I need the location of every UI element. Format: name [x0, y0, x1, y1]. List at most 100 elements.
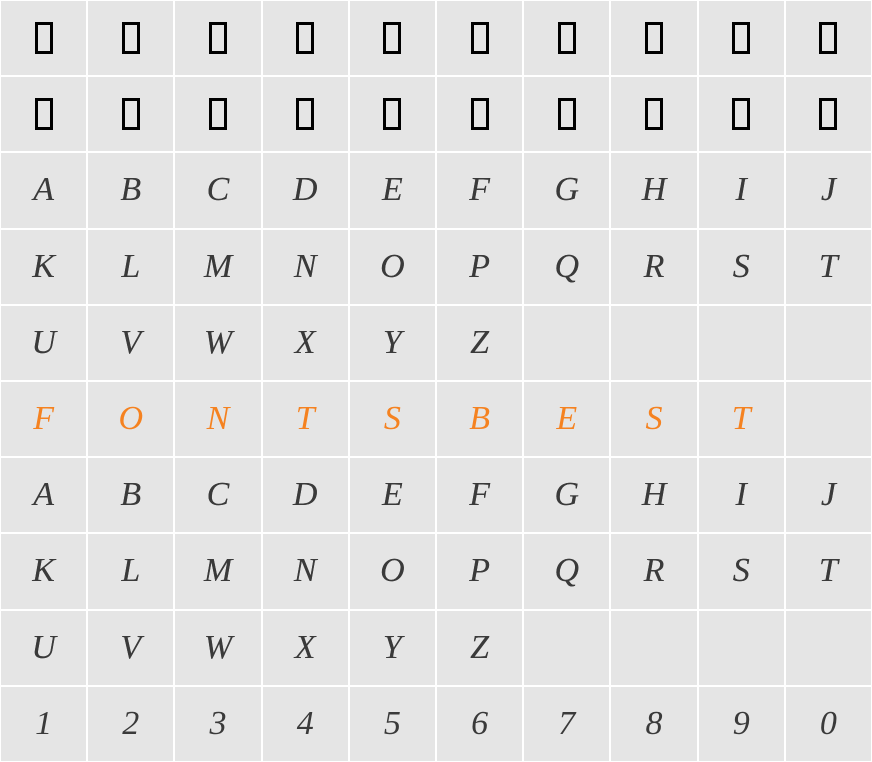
glyph-cell[interactable]: T — [698, 381, 785, 457]
glyph-cell[interactable]: 5 — [349, 686, 436, 762]
glyph-cell[interactable] — [0, 0, 87, 76]
glyph-cell[interactable] — [262, 76, 349, 152]
glyph-cell[interactable] — [610, 0, 697, 76]
glyph-label: B — [120, 173, 141, 207]
glyph-cell[interactable] — [698, 0, 785, 76]
glyph-cell[interactable] — [174, 0, 261, 76]
glyph-label: L — [121, 250, 140, 284]
glyph-cell[interactable] — [698, 76, 785, 152]
glyph-cell[interactable]: U — [0, 305, 87, 381]
glyph-cell[interactable] — [349, 0, 436, 76]
glyph-cell[interactable] — [0, 76, 87, 152]
glyph-cell[interactable]: J — [785, 457, 872, 533]
glyph-cell[interactable]: N — [262, 229, 349, 305]
glyph-cell[interactable]: O — [349, 533, 436, 609]
glyph-cell[interactable]: J — [785, 152, 872, 228]
glyph-cell[interactable]: X — [262, 610, 349, 686]
glyph-cell[interactable] — [436, 0, 523, 76]
glyph-cell[interactable] — [523, 76, 610, 152]
glyph-cell[interactable]: G — [523, 457, 610, 533]
glyph-cell[interactable]: H — [610, 152, 697, 228]
glyph-cell[interactable]: I — [698, 457, 785, 533]
glyph-cell[interactable] — [349, 76, 436, 152]
glyph-cell[interactable]: E — [523, 381, 610, 457]
glyph-cell[interactable]: S — [698, 229, 785, 305]
glyph-cell[interactable]: F — [436, 457, 523, 533]
glyph-label: 8 — [645, 707, 662, 741]
glyph-cell[interactable]: D — [262, 152, 349, 228]
glyph-cell[interactable]: N — [262, 533, 349, 609]
glyph-cell[interactable]: B — [436, 381, 523, 457]
glyph-cell[interactable]: 7 — [523, 686, 610, 762]
glyph-cell[interactable]: V — [87, 305, 174, 381]
glyph-cell[interactable]: B — [87, 457, 174, 533]
glyph-cell[interactable]: Z — [436, 610, 523, 686]
glyph-cell[interactable]: D — [262, 457, 349, 533]
glyph-cell[interactable]: A — [0, 152, 87, 228]
glyph-cell[interactable]: U — [0, 610, 87, 686]
glyph-cell[interactable]: X — [262, 305, 349, 381]
glyph-cell[interactable] — [262, 0, 349, 76]
glyph-cell[interactable]: K — [0, 533, 87, 609]
glyph-cell[interactable]: R — [610, 533, 697, 609]
glyph-cell[interactable] — [87, 0, 174, 76]
glyph-cell[interactable] — [523, 0, 610, 76]
glyph-cell[interactable]: 4 — [262, 686, 349, 762]
glyph-cell[interactable]: R — [610, 229, 697, 305]
glyph-cell[interactable] — [174, 76, 261, 152]
glyph-cell[interactable]: Y — [349, 610, 436, 686]
glyph-cell[interactable] — [87, 76, 174, 152]
glyph-label: G — [555, 478, 580, 512]
glyph-cell[interactable]: L — [87, 229, 174, 305]
glyph-cell[interactable]: 0 — [785, 686, 872, 762]
glyph-label: R — [644, 250, 665, 284]
glyph-cell[interactable]: T — [262, 381, 349, 457]
glyph-cell[interactable]: N — [174, 381, 261, 457]
glyph-cell[interactable]: 2 — [87, 686, 174, 762]
glyph-cell[interactable]: F — [0, 381, 87, 457]
glyph-cell[interactable]: W — [174, 305, 261, 381]
glyph-cell[interactable]: K — [0, 229, 87, 305]
glyph-cell[interactable]: B — [87, 152, 174, 228]
glyph-cell[interactable] — [436, 76, 523, 152]
glyph-cell[interactable]: E — [349, 152, 436, 228]
glyph-cell[interactable]: S — [349, 381, 436, 457]
glyph-cell[interactable]: Y — [349, 305, 436, 381]
glyph-cell[interactable]: P — [436, 533, 523, 609]
glyph-cell[interactable]: 6 — [436, 686, 523, 762]
glyph-cell[interactable]: M — [174, 229, 261, 305]
glyph-label: N — [207, 402, 230, 436]
glyph-cell[interactable]: Q — [523, 229, 610, 305]
glyph-cell[interactable]: 1 — [0, 686, 87, 762]
glyph-cell[interactable]: C — [174, 457, 261, 533]
glyph-cell[interactable]: I — [698, 152, 785, 228]
glyph-cell[interactable]: M — [174, 533, 261, 609]
glyph-cell[interactable]: G — [523, 152, 610, 228]
glyph-cell[interactable]: 8 — [610, 686, 697, 762]
glyph-cell[interactable]: 3 — [174, 686, 261, 762]
glyph-cell[interactable] — [785, 0, 872, 76]
glyph-cell[interactable]: W — [174, 610, 261, 686]
glyph-cell[interactable]: E — [349, 457, 436, 533]
glyph-cell[interactable] — [610, 76, 697, 152]
glyph-cell[interactable]: C — [174, 152, 261, 228]
glyph-cell[interactable]: Q — [523, 533, 610, 609]
glyph-cell[interactable]: T — [785, 229, 872, 305]
glyph-cell[interactable]: P — [436, 229, 523, 305]
glyph-cell[interactable]: S — [698, 533, 785, 609]
glyph-cell[interactable]: Z — [436, 305, 523, 381]
glyph-cell[interactable]: A — [0, 457, 87, 533]
glyph-label: G — [555, 173, 580, 207]
glyph-cell[interactable]: L — [87, 533, 174, 609]
glyph-cell[interactable]: V — [87, 610, 174, 686]
glyph-cell[interactable]: F — [436, 152, 523, 228]
glyph-cell[interactable]: H — [610, 457, 697, 533]
glyph-cell[interactable]: S — [610, 381, 697, 457]
glyph-label: H — [642, 478, 667, 512]
glyph-cell[interactable]: O — [87, 381, 174, 457]
glyph-cell[interactable]: T — [785, 533, 872, 609]
glyph-cell[interactable]: O — [349, 229, 436, 305]
glyph-cell[interactable] — [785, 76, 872, 152]
glyph-cell[interactable]: 9 — [698, 686, 785, 762]
glyph-label: R — [644, 554, 665, 588]
